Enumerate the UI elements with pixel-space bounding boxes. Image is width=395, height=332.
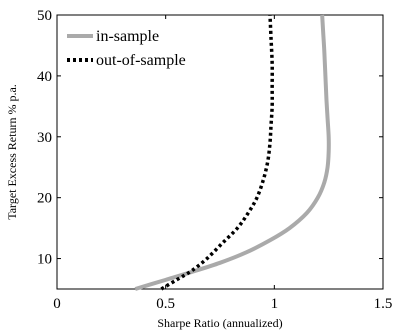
series-line-out-of-sample: [160, 14, 274, 291]
x-tick-label: 0.5: [156, 296, 175, 312]
legend-label-out-of-sample: out-of-sample: [96, 52, 186, 69]
y-tick-label: 20: [37, 191, 52, 207]
legend-label-in-sample: in-sample: [96, 28, 159, 45]
y-tick-label: 10: [37, 252, 52, 268]
x-tick-label: 0: [53, 296, 61, 312]
ticks-layer: 0 0.5 1 1.5 10 20 30 40 50: [37, 8, 392, 312]
y-tick-label: 30: [37, 130, 52, 146]
plot-frame: [56, 14, 384, 290]
x-axis-label: Sharpe Ratio (annualized): [157, 316, 282, 330]
y-axis-label: Target Excess Return % p.a.: [5, 84, 19, 220]
series-line-in-sample: [134, 14, 331, 291]
series-layer: [134, 14, 331, 291]
x-tick-label: 1: [271, 296, 279, 312]
y-tick-label: 40: [37, 69, 52, 85]
legend: in-sample out-of-sample: [67, 28, 186, 69]
x-tick-label: 1.5: [374, 296, 393, 312]
y-tick-label: 50: [37, 8, 52, 24]
